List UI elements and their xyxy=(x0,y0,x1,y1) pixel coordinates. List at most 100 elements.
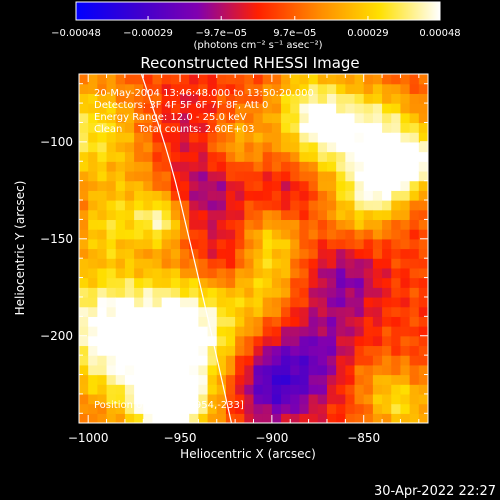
colorbar-gradient xyxy=(75,1,441,21)
heatmap-cell xyxy=(400,141,411,153)
heatmap-cell xyxy=(363,306,374,317)
heatmap-cell xyxy=(143,355,154,366)
heatmap-cell xyxy=(189,248,199,259)
heatmap-cell xyxy=(198,413,209,423)
heatmap-cell xyxy=(88,355,98,366)
x-tick-label: −1000 xyxy=(68,431,109,445)
heatmap-cell xyxy=(79,355,89,366)
heatmap-cell xyxy=(106,74,117,85)
heatmap-cell xyxy=(207,83,218,94)
heatmap-cell xyxy=(354,122,365,133)
heatmap-cell xyxy=(345,316,356,327)
heatmap-cell xyxy=(372,238,383,250)
heatmap-cell xyxy=(115,151,126,162)
heatmap-cell xyxy=(88,229,98,240)
heatmap-cell xyxy=(281,316,291,327)
heatmap-cell xyxy=(143,374,154,385)
heatmap-cell xyxy=(97,384,108,395)
heatmap-cell xyxy=(143,190,154,201)
heatmap-cell xyxy=(363,393,374,405)
heatmap-cell xyxy=(134,209,144,221)
heatmap-cell xyxy=(235,83,245,94)
heatmap-cell xyxy=(336,355,346,366)
heatmap-cell xyxy=(290,122,301,133)
heatmap-cell xyxy=(244,190,255,201)
heatmap-cell xyxy=(198,161,209,172)
heatmap-cell xyxy=(79,132,89,143)
heatmap-cell xyxy=(409,112,420,124)
heatmap-cell xyxy=(336,316,346,327)
heatmap-cell xyxy=(271,306,282,317)
heatmap-cell xyxy=(216,267,227,279)
heatmap-cell xyxy=(317,93,328,104)
heatmap-cell xyxy=(97,345,108,356)
heatmap-cell xyxy=(290,161,301,172)
heatmap-cell xyxy=(308,393,319,405)
detectors-label: Detectors: 3F 4F 5F 6F 7F 8F, Att 0 xyxy=(94,100,268,111)
heatmap-cell xyxy=(225,83,236,94)
heatmap-cell xyxy=(115,122,126,133)
heatmap-cell xyxy=(308,335,319,347)
heatmap-cell xyxy=(235,326,245,337)
heatmap-cell xyxy=(418,83,428,94)
heatmap-cell xyxy=(299,219,310,230)
heatmap-cell xyxy=(152,413,163,423)
heatmap-cell xyxy=(161,103,172,114)
heatmap-cell xyxy=(216,335,227,347)
heatmap-cell xyxy=(97,170,108,182)
heatmap-cell xyxy=(326,219,337,230)
heatmap-cell xyxy=(207,355,218,366)
heatmap-cell xyxy=(308,364,319,376)
heatmap-cell xyxy=(88,374,98,385)
heatmap-cell xyxy=(354,258,365,269)
heatmap-cell xyxy=(281,151,291,162)
heatmap-cell xyxy=(382,200,392,211)
heatmap-cell xyxy=(161,287,172,298)
heatmap-cell xyxy=(336,112,346,124)
heatmap-cell xyxy=(290,384,301,395)
heatmap-cell xyxy=(290,219,301,230)
heatmap-cell xyxy=(152,384,163,395)
heatmap-cell xyxy=(88,190,98,201)
heatmap-cell xyxy=(189,384,199,395)
heatmap-cell xyxy=(79,93,89,104)
heatmap-cell xyxy=(207,238,218,250)
heatmap-cell xyxy=(336,335,346,347)
heatmap-cell xyxy=(207,170,218,182)
heatmap-cell xyxy=(253,209,264,221)
heatmap-cell xyxy=(372,296,383,308)
heatmap-cell xyxy=(326,364,337,376)
heatmap-cell xyxy=(363,229,374,240)
heatmap-cell xyxy=(198,122,209,133)
heatmap-cell xyxy=(409,180,420,191)
heatmap-cell xyxy=(271,326,282,337)
heatmap-cell xyxy=(391,74,402,85)
heatmap-cell xyxy=(115,180,126,191)
heatmap-cell xyxy=(363,141,374,153)
annotation-block: 20-May-2004 13:46:48.000 to 13:50:20.000… xyxy=(94,88,314,411)
heatmap-cell xyxy=(124,345,135,356)
heatmap-cell xyxy=(189,393,199,405)
heatmap-cell xyxy=(216,74,227,85)
y-axis: −100 −150 −200 xyxy=(40,83,428,414)
heatmap-cell xyxy=(106,403,117,414)
heatmap-cell xyxy=(189,277,199,288)
heatmap-cell xyxy=(345,122,356,133)
heatmap-cell xyxy=(308,200,319,211)
heatmap-cell xyxy=(180,287,190,298)
heatmap-cell xyxy=(170,141,181,153)
heatmap-cell xyxy=(281,326,291,337)
heatmap-cell xyxy=(235,151,245,162)
heatmap-cell xyxy=(299,277,310,288)
heatmap-cell xyxy=(207,267,218,279)
heatmap-cell xyxy=(216,287,227,298)
heatmap-cell xyxy=(106,112,117,124)
heatmap-cell xyxy=(134,355,144,366)
heatmap-cell xyxy=(382,219,392,230)
heatmap-cell xyxy=(345,83,356,94)
heatmap-cell xyxy=(143,141,154,153)
heatmap-cell xyxy=(409,229,420,240)
heatmap-cell xyxy=(409,132,420,143)
heatmap-cell xyxy=(345,345,356,356)
heatmap-cell xyxy=(409,122,420,133)
